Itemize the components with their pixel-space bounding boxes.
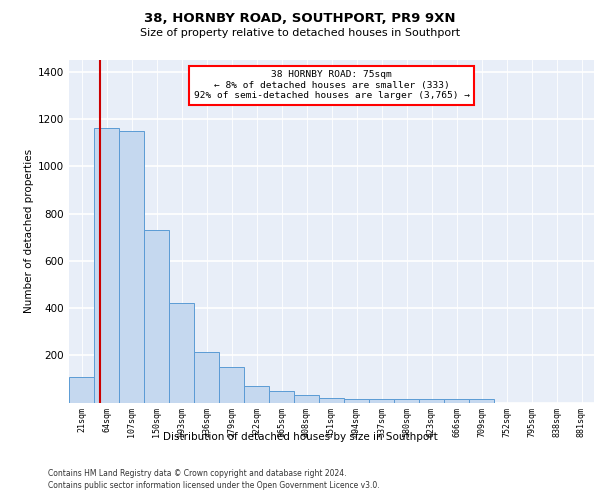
Bar — [69, 376, 94, 402]
Bar — [194, 352, 219, 403]
Text: Distribution of detached houses by size in Southport: Distribution of detached houses by size … — [163, 432, 437, 442]
Text: Contains public sector information licensed under the Open Government Licence v3: Contains public sector information licen… — [48, 482, 380, 490]
Y-axis label: Number of detached properties: Number of detached properties — [24, 149, 34, 314]
Bar — [294, 396, 319, 402]
Bar — [469, 399, 494, 402]
Bar — [144, 230, 169, 402]
Bar — [119, 131, 144, 402]
Bar — [269, 391, 294, 402]
Text: 38, HORNBY ROAD, SOUTHPORT, PR9 9XN: 38, HORNBY ROAD, SOUTHPORT, PR9 9XN — [144, 12, 456, 26]
Text: Size of property relative to detached houses in Southport: Size of property relative to detached ho… — [140, 28, 460, 38]
Bar — [369, 399, 394, 402]
Bar — [344, 399, 369, 402]
Bar — [244, 386, 269, 402]
Bar — [219, 367, 244, 402]
Bar — [319, 398, 344, 402]
Bar — [444, 399, 469, 402]
Bar — [394, 399, 419, 402]
Text: 38 HORNBY ROAD: 75sqm
← 8% of detached houses are smaller (333)
92% of semi-deta: 38 HORNBY ROAD: 75sqm ← 8% of detached h… — [193, 70, 470, 100]
Text: Contains HM Land Registry data © Crown copyright and database right 2024.: Contains HM Land Registry data © Crown c… — [48, 470, 347, 478]
Bar — [169, 304, 194, 402]
Bar — [94, 128, 119, 402]
Bar — [419, 399, 444, 402]
